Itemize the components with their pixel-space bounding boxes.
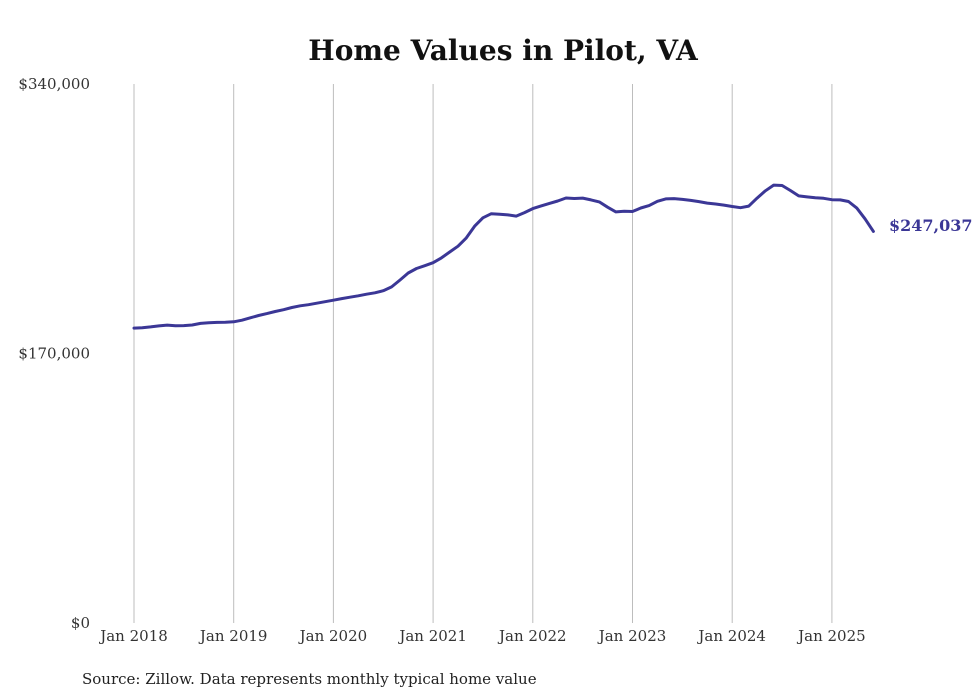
series-layer — [132, 183, 875, 330]
end-value-label: $247,037 — [889, 216, 973, 235]
y-tick-label: $340,000 — [18, 75, 90, 93]
source-note: Source: Zillow. Data represents monthly … — [82, 670, 537, 688]
x-tick-label: Jan 2022 — [497, 627, 567, 645]
x-tick-label: Jan 2023 — [597, 627, 667, 645]
x-tick-label: Jan 2021 — [397, 627, 467, 645]
series-line — [132, 183, 875, 330]
x-tick-label: Jan 2020 — [298, 627, 368, 645]
x-axis: Jan 2018 Jan 2019 Jan 2020 Jan 2021 Jan 2022… — [98, 627, 865, 645]
x-tick-label: Jan 2025 — [796, 627, 866, 645]
x-tick-label: Jan 2018 — [98, 627, 168, 645]
y-tick-label: $0 — [71, 614, 90, 632]
y-tick-label: $170,000 — [18, 345, 90, 363]
gridlines — [133, 84, 833, 623]
x-tick-label: Jan 2019 — [198, 627, 268, 645]
x-tick-label: Jan 2024 — [696, 627, 766, 645]
y-axis: $0 $170,000 $340,000 — [18, 75, 90, 632]
chart-title: Home Values in Pilot, VA — [308, 34, 699, 67]
